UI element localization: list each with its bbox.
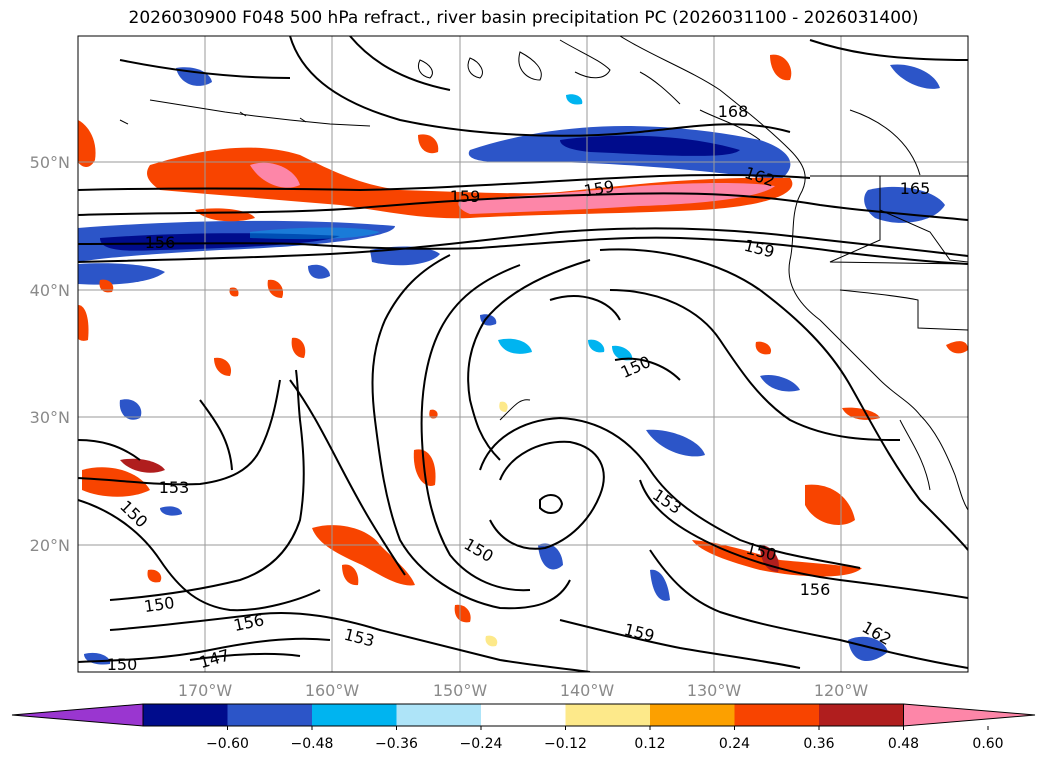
contour-label: 168: [718, 102, 749, 121]
colorbar-extend-low: [11, 703, 144, 727]
colorbar-segment: [143, 704, 228, 726]
colorbar-tick-label: −0.12: [544, 736, 587, 752]
colorbar-tick-label: −0.36: [375, 736, 418, 752]
colorbar-segment: [396, 704, 481, 726]
lat-label: 40°N: [30, 281, 70, 300]
colorbar-tick-label: 0.48: [888, 736, 919, 752]
colorbar-tick-label: 0.24: [719, 736, 750, 752]
colorbar-tick-label: −0.24: [460, 736, 503, 752]
contour-label: 150: [143, 593, 176, 616]
colorbar-segment: [312, 704, 397, 726]
lon-label: 120°W: [814, 681, 869, 700]
colorbar-segment: [227, 704, 312, 726]
contour-label: 165: [900, 179, 931, 198]
contour-label: 159: [450, 187, 481, 206]
map-frame: [77, 35, 969, 673]
contour-label: 156: [800, 580, 831, 599]
lon-label: 130°W: [687, 681, 742, 700]
contour-label: 156: [145, 233, 176, 252]
lat-label: 20°N: [30, 536, 70, 555]
colorbar-frame: [142, 703, 904, 727]
graticule: [78, 36, 968, 672]
lon-label: 140°W: [560, 681, 615, 700]
height-contours: [78, 36, 968, 672]
colorbar-tick-label: 0.12: [634, 736, 665, 752]
colorbar-segment: [650, 704, 735, 726]
map-background: [78, 36, 968, 672]
contour-label: 150: [107, 655, 138, 674]
colorbar-segment: [819, 704, 904, 726]
lat-label: 50°N: [30, 153, 70, 172]
coastlines: [119, 36, 968, 511]
colorbar-tick-label: −0.48: [291, 736, 334, 752]
contour-label: 153: [159, 478, 190, 497]
negative-anomaly-shading: [78, 64, 945, 665]
colorbar-tick-label: −0.60: [206, 736, 249, 752]
lon-label: 170°W: [178, 681, 233, 700]
lon-label: 160°W: [305, 681, 360, 700]
colorbar-segment: [565, 704, 650, 726]
longitude-labels: 170°W 160°W 150°W 140°W 130°W 120°W: [178, 681, 869, 700]
lon-label: 150°W: [433, 681, 488, 700]
colorbar: −0.60 −0.48 −0.36 −0.24 −0.12 0.12 0.24 0.36 0.4…: [11, 703, 1036, 752]
colorbar-segment: [734, 704, 819, 726]
map-title: 2026030900 F048 500 hPa refract., river …: [128, 8, 919, 28]
positive-anomaly-shading: [78, 54, 968, 647]
lat-label: 30°N: [30, 408, 70, 427]
colorbar-extend-high: [903, 703, 1036, 727]
colorbar-tick-label: 0.36: [803, 736, 834, 752]
colorbar-segment: [481, 704, 566, 726]
colorbar-tick-label: 0.60: [972, 736, 1003, 752]
latitude-labels: 50°N 40°N 30°N 20°N: [30, 153, 70, 555]
